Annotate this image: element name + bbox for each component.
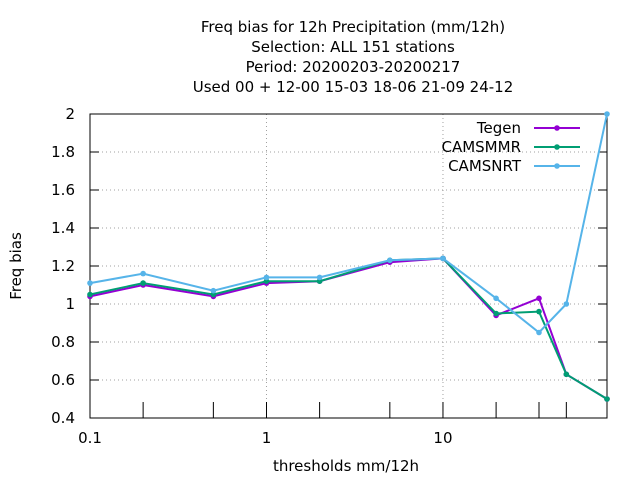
legend-label: CAMSMMR (441, 138, 521, 156)
data-point-camsnrt (604, 111, 610, 117)
data-point-camsnrt (387, 257, 393, 264)
data-point-camsnrt (263, 274, 270, 281)
x-tick-label: 0.1 (78, 429, 102, 447)
y-tick-label: 0.4 (51, 409, 75, 427)
y-tick-label: 2 (65, 105, 75, 123)
y-tick-label: 1 (65, 295, 75, 313)
data-point-camsnrt (536, 329, 542, 336)
grid-lines (90, 114, 607, 418)
x-tick-label: 1 (262, 429, 272, 447)
data-point-camsnrt (140, 270, 146, 277)
data-point-camsmmr (563, 371, 570, 378)
plot-frame (89, 113, 608, 419)
legend-label: Tegen (476, 119, 521, 137)
y-tick-label: 0.8 (51, 333, 75, 351)
data-point-camsmmr (604, 396, 610, 402)
y-tick-label: 1.4 (51, 219, 75, 237)
x-tick-labels: 0.1 1 10 (78, 429, 452, 447)
title-line: Freq bias for 12h Precipitation (mm/12h) (201, 18, 505, 36)
y-tick-labels: 0.4 0.6 0.8 1 1.2 1.4 1.6 1.8 2 (51, 105, 75, 427)
data-point-tegen (536, 295, 542, 302)
legend-label: CAMSNRT (448, 157, 522, 175)
title-line: Selection: ALL 151 stations (251, 38, 455, 56)
legend-marker-camsmmr (554, 144, 560, 150)
legend-marker-camsnrt (554, 163, 560, 169)
x-tick-label: 10 (433, 429, 452, 447)
series-line-camsnrt (89, 113, 608, 334)
data-point-camsnrt (440, 255, 446, 262)
title-line: Period: 20200203-20200217 (246, 58, 461, 76)
y-tick-label: 1.6 (51, 181, 75, 199)
data-point-camsnrt (87, 280, 93, 286)
axis-ticks (89, 113, 607, 419)
data-point-camsnrt (316, 274, 323, 281)
y-tick-label: 1.8 (51, 143, 75, 161)
data-point-camsnrt (563, 301, 570, 307)
series-lines (87, 111, 610, 402)
title-line: Used 00 + 12-00 15-03 18-06 21-09 24-12 (193, 78, 514, 96)
y-tick-label: 0.6 (51, 371, 75, 389)
y-tick-label: 1.2 (51, 257, 75, 275)
data-point-camsnrt (493, 295, 499, 302)
data-point-camsmmr (87, 291, 93, 298)
y-axis-label: Freq bias (7, 232, 25, 300)
legend-marker-tegen (554, 125, 560, 131)
data-point-camsmmr (536, 308, 542, 315)
data-point-camsmmr (140, 280, 146, 286)
chart-title: Freq bias for 12h Precipitation (mm/12h)… (193, 18, 514, 96)
x-axis-label: thresholds mm/12h (273, 457, 419, 475)
data-point-camsnrt (210, 287, 217, 294)
data-point-camsmmr (493, 310, 499, 317)
